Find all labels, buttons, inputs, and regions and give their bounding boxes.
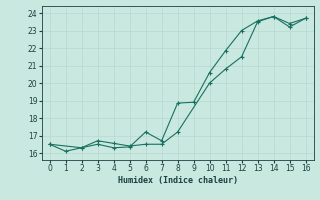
X-axis label: Humidex (Indice chaleur): Humidex (Indice chaleur) bbox=[118, 176, 237, 185]
